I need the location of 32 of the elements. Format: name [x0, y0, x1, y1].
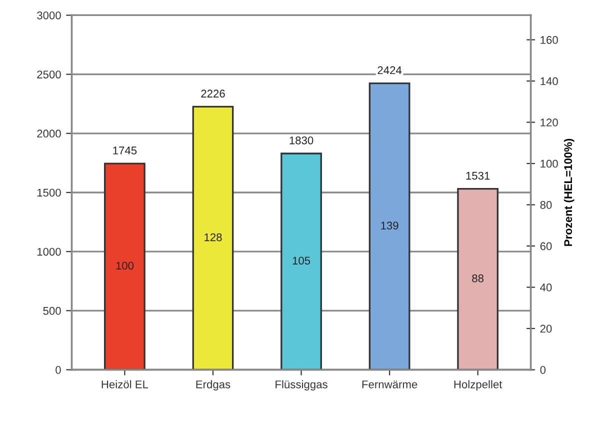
x-tick-label: Erdgas	[196, 380, 230, 391]
annotation: 88	[472, 274, 484, 282]
annotation: 105	[292, 256, 310, 265]
data-label: 1830	[290, 136, 314, 144]
data-label: 1745	[113, 146, 137, 154]
annotation: 100	[116, 262, 134, 270]
y-tick-label: 0	[56, 366, 61, 374]
y2-tick-label: 40	[540, 284, 552, 292]
annotation: 128	[204, 233, 222, 242]
data-label: 2226	[201, 90, 225, 98]
x-tick-label: Heizöl EL	[102, 380, 148, 388]
x-tick-label: Fernwärme	[362, 380, 418, 388]
y-tick-label: 1500	[37, 188, 61, 197]
y-tick-label: 2000	[37, 130, 61, 138]
y2-tick-label: 140	[540, 77, 558, 86]
y2-tick-label: 0	[540, 366, 546, 374]
y-tick-label: 1000	[37, 248, 61, 256]
y2-tick-label: 100	[540, 160, 558, 168]
y2-tick-label: 80	[540, 201, 552, 209]
y2-axis-title: Prozent (HEL=100%)	[564, 138, 574, 246]
y2-tick-label: 20	[540, 324, 552, 333]
y-tick-label: 500	[43, 306, 61, 315]
y2-tick-label: 60	[540, 242, 552, 250]
x-tick-label: Holzpellet	[454, 380, 502, 391]
annotation: 139	[381, 222, 398, 230]
y2-tick-label: 160	[540, 36, 558, 44]
y-tick-label: 2500	[37, 70, 61, 78]
y2-tick-label: 120	[540, 118, 558, 126]
x-tick-label: Flüssiggas	[276, 380, 328, 391]
data-label: 1531	[466, 172, 490, 180]
data-label: 2424	[378, 66, 402, 74]
y-tick-label: 3000	[37, 11, 61, 20]
